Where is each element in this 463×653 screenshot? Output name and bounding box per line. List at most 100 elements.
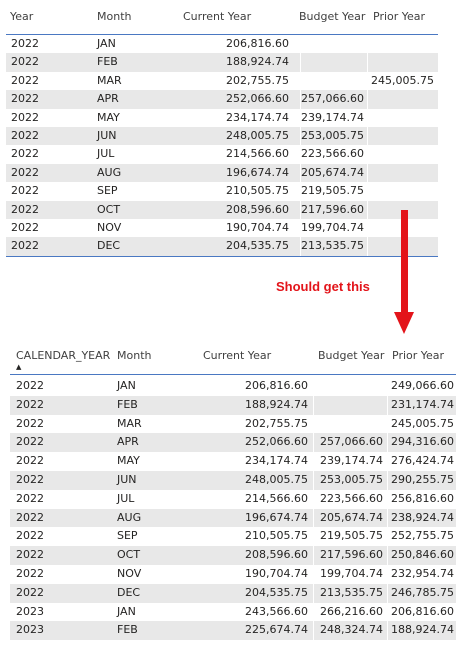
cell-month: MAY — [117, 454, 140, 468]
cell-budget-year: 239,174.74 — [301, 110, 364, 124]
cell-year: 2023 — [16, 623, 44, 637]
table-row[interactable]: 2022 JUN 248,005.75 253,005.75 — [6, 127, 438, 146]
cell-year: 2022 — [16, 473, 44, 486]
column-divider — [367, 182, 368, 201]
cell-month: FEB — [117, 623, 138, 637]
column-divider — [313, 452, 314, 471]
table-row[interactable]: 2022 DEC 204,535.75 213,535.75 — [6, 237, 438, 256]
table-row[interactable]: 2022 JUL 214,566.60 223,566.60 — [6, 145, 438, 164]
top-footer-rule — [6, 256, 438, 257]
cell-month: SEP — [97, 184, 118, 198]
column-divider — [367, 108, 368, 127]
cell-year: 2022 — [16, 510, 44, 524]
cell-budget-year: 248,324.74 — [320, 623, 383, 637]
cell-budget-year: 257,066.60 — [301, 92, 364, 106]
column-divider — [367, 163, 368, 183]
cell-budget-year: 219,505.75 — [301, 184, 364, 198]
col-header-calendar-year[interactable]: CALENDAR_YEAR — [16, 349, 111, 362]
table-row[interactable]: 2022 AUG 196,674.74 205,674.74 — [6, 163, 438, 183]
cell-current-year: 190,704.74 — [226, 221, 289, 234]
table-row[interactable]: 2022 NOV 190,704.74 199,704.74 232,954.74 — [10, 565, 456, 584]
col-header-current-year[interactable]: Current Year — [183, 10, 252, 23]
cell-current-year: 214,566.60 — [226, 147, 289, 161]
col-header-year[interactable]: Year — [10, 10, 34, 23]
table-row[interactable]: 2022 SEP 210,505.75 219,505.75 252,755.75 — [10, 527, 456, 547]
table-row[interactable]: 2022 JAN 206,816.60 249,066.60 — [10, 377, 456, 396]
cell-current-year: 234,174.74 — [245, 454, 308, 468]
cell-current-year: 243,566.60 — [245, 604, 308, 618]
col-header-current-year[interactable]: Current Year — [203, 349, 272, 362]
table-row[interactable]: 2022 MAR 202,755.75 245,005.75 — [6, 71, 438, 91]
cell-budget-year: 239,174.74 — [320, 454, 383, 468]
table-row[interactable]: 2022 MAY 234,174.74 239,174.74 — [6, 108, 438, 127]
column-divider — [387, 433, 388, 453]
table-row[interactable]: 2022 JUN 248,005.75 253,005.75 290,255.75 — [10, 471, 456, 490]
col-header-prior-year[interactable]: Prior Year — [373, 10, 426, 23]
table-row[interactable]: 2022 MAY 234,174.74 239,174.74 276,424.74 — [10, 452, 456, 471]
cell-prior-year: 294,316.60 — [391, 435, 454, 449]
col-header-month[interactable]: Month — [117, 349, 152, 362]
column-divider — [387, 583, 388, 603]
column-divider — [313, 433, 314, 453]
cell-current-year: 208,596.60 — [226, 202, 289, 216]
cell-current-year: 196,674.74 — [226, 165, 289, 179]
col-header-budget-year[interactable]: Budget Year — [299, 10, 366, 23]
column-divider — [313, 377, 314, 396]
column-divider — [300, 200, 301, 219]
cell-prior-year: 206,816.60 — [391, 604, 454, 618]
table-row[interactable]: 2022 OCT 208,596.60 217,596.60 250,846.60 — [10, 546, 456, 565]
cell-month: AUG — [117, 510, 142, 524]
table-row[interactable]: 2022 SEP 210,505.75 219,505.75 — [6, 182, 438, 201]
cell-month: DEC — [117, 585, 141, 599]
column-divider — [300, 127, 301, 146]
cell-month: JUN — [97, 129, 117, 142]
cell-current-year: 225,674.74 — [245, 623, 308, 637]
column-divider — [387, 452, 388, 471]
cell-prior-year: 238,924.74 — [391, 510, 454, 524]
cell-year: 2022 — [16, 379, 44, 392]
column-divider — [387, 546, 388, 565]
annotation-text: Should get this — [276, 279, 370, 294]
table-row[interactable]: 2022 APR 252,066.60 257,066.60 — [6, 90, 438, 109]
table-row[interactable]: 2022 NOV 190,704.74 199,704.74 — [6, 219, 438, 238]
cell-year: 2022 — [11, 110, 39, 124]
table-row[interactable]: 2022 MAR 202,755.75 245,005.75 — [10, 414, 456, 434]
col-header-month[interactable]: Month — [97, 10, 132, 23]
table-row[interactable]: 2022 OCT 208,596.60 217,596.60 — [6, 200, 438, 219]
cell-year: 2022 — [16, 491, 44, 505]
cell-month: FEB — [117, 397, 138, 411]
table-row[interactable]: 2022 JUL 214,566.60 223,566.60 256,816.60 — [10, 489, 456, 509]
cell-month: MAY — [97, 110, 120, 124]
cell-year: 2022 — [11, 37, 39, 50]
column-divider — [387, 471, 388, 490]
column-divider — [313, 583, 314, 603]
cell-current-year: 204,535.75 — [245, 585, 308, 599]
cell-month: JAN — [97, 37, 116, 50]
column-divider — [300, 237, 301, 256]
table-row[interactable]: 2022 FEB 188,924.74 — [6, 53, 438, 72]
cell-year: 2022 — [11, 129, 39, 142]
column-divider — [300, 71, 301, 91]
col-header-budget-year[interactable]: Budget Year — [318, 349, 385, 362]
cell-current-year: 206,816.60 — [245, 379, 308, 392]
cell-current-year: 214,566.60 — [245, 491, 308, 505]
table-row[interactable]: 2022 AUG 196,674.74 205,674.74 238,924.74 — [10, 508, 456, 528]
table-row[interactable]: 2022 APR 252,066.60 257,066.60 294,316.60 — [10, 433, 456, 453]
table-row[interactable]: 2023 JAN 243,566.60 266,216.60 206,816.60 — [10, 602, 456, 622]
cell-month: JAN — [117, 604, 136, 618]
cell-current-year: 188,924.74 — [245, 397, 308, 411]
col-header-prior-year[interactable]: Prior Year — [392, 349, 445, 362]
cell-current-year: 252,066.60 — [226, 92, 289, 106]
cell-month: AUG — [97, 165, 122, 179]
column-divider — [367, 53, 368, 72]
sort-ascending-icon[interactable]: ▲ — [16, 363, 22, 371]
column-divider — [367, 71, 368, 91]
table-row[interactable]: 2023 FEB 225,674.74 248,324.74 188,924.74 — [10, 621, 456, 641]
cell-month: JUL — [97, 147, 115, 161]
table-row[interactable]: 2022 FEB 188,924.74 231,174.74 — [10, 395, 456, 415]
column-divider — [313, 471, 314, 490]
table-row[interactable]: 2022 DEC 204,535.75 213,535.75 246,785.75 — [10, 583, 456, 603]
table-row[interactable]: 2022 JAN 206,816.60 — [6, 35, 438, 54]
top-table-header: Year Month Current Year Budget Year Prio… — [0, 8, 463, 26]
cell-year: 2022 — [16, 585, 44, 599]
